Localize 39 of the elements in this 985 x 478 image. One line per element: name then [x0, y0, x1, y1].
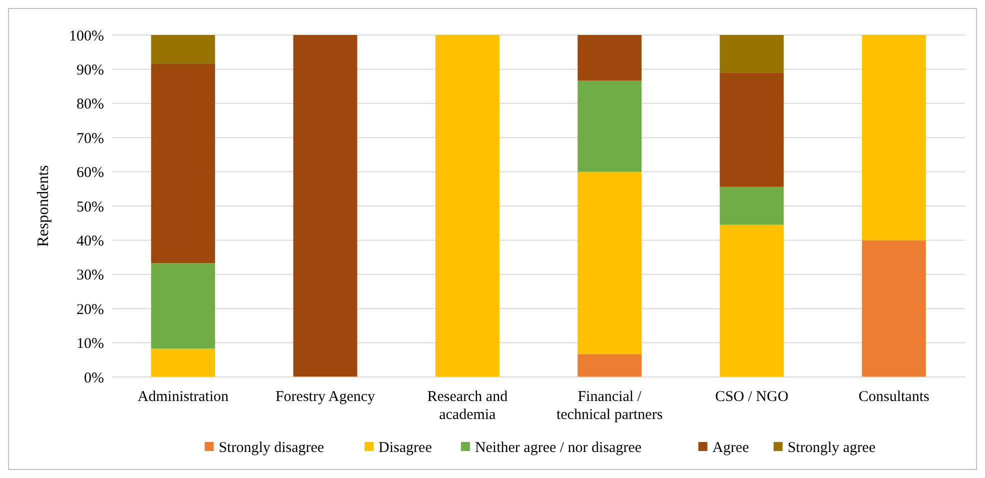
x-tick-label: Administration [138, 389, 229, 405]
y-axis-title: Respondents [35, 165, 52, 247]
bar [151, 348, 216, 377]
legend-label: Strongly agree [788, 440, 876, 456]
y-tick-label: 60% [76, 165, 104, 182]
bar [578, 35, 642, 80]
bar [151, 35, 216, 64]
bar [578, 172, 642, 354]
bar [151, 263, 216, 349]
bar [435, 35, 500, 377]
bar [578, 80, 642, 172]
x-tick-label: Consultants [858, 389, 930, 405]
bar [151, 63, 216, 264]
y-tick-label: 80% [76, 96, 104, 113]
y-tick-label: 90% [76, 62, 104, 78]
bar [293, 35, 358, 377]
bar [720, 186, 784, 225]
x-tick-label: CSO / NGO [715, 389, 789, 405]
y-tick-label: 50% [76, 199, 104, 216]
y-tick-label: 70% [76, 130, 104, 147]
y-tick-label: 20% [76, 302, 104, 318]
bar [720, 35, 784, 73]
y-tick-label: 0% [84, 370, 104, 386]
bar [720, 224, 784, 377]
bar [578, 354, 642, 377]
x-tick-label: Financial / technical partners [556, 389, 663, 423]
y-tick-label: 40% [76, 233, 104, 250]
legend-label: Strongly disagree [218, 440, 324, 456]
x-tick-label: Forestry Agency [275, 389, 376, 405]
bar [720, 72, 784, 187]
y-tick-label: 30% [76, 268, 104, 284]
bar [862, 35, 926, 240]
y-tick-label: 100% [69, 28, 104, 44]
legend-label: Disagree [378, 440, 432, 456]
legend-label: Agree [712, 440, 750, 456]
bar [862, 240, 926, 377]
legend-label: Neither agree / nor disagree [474, 440, 642, 456]
y-tick-label: 10% [76, 336, 104, 352]
x-tick-label: Research and academia [427, 389, 508, 423]
